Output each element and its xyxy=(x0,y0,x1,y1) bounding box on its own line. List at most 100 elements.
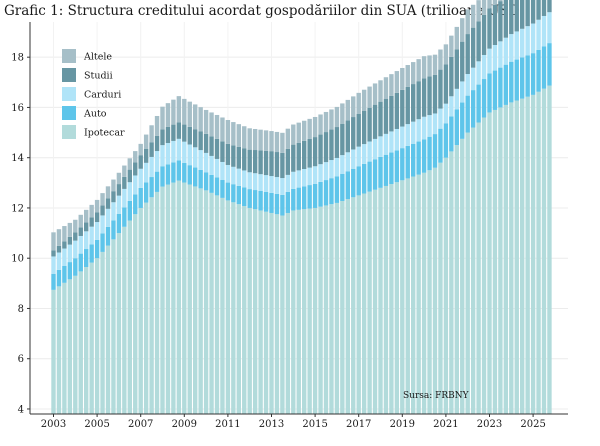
bar-altele-q48 xyxy=(307,118,312,139)
bar-carduri-q14 xyxy=(122,188,127,208)
x-tick-label: 2011 xyxy=(215,419,240,430)
bar-ipotecar-q80 xyxy=(481,117,487,415)
bar-studii-q66 xyxy=(405,86,410,125)
bar-ipotecar-q53 xyxy=(334,202,340,414)
bar-studii-q51 xyxy=(323,132,329,163)
bar-altele-q24 xyxy=(176,96,182,123)
bar-auto-q42 xyxy=(274,193,280,215)
bar-altele-q73 xyxy=(443,44,449,65)
bar-altele-q49 xyxy=(312,116,318,138)
bar-carduri-q63 xyxy=(389,131,394,153)
bar-altele-q2 xyxy=(56,229,62,246)
bar-auto-q81 xyxy=(487,73,492,113)
bar-auto-q3 xyxy=(62,265,67,283)
bar-altele-q46 xyxy=(296,122,301,143)
legend-swatch-altele xyxy=(62,49,76,63)
bar-carduri-q55 xyxy=(345,152,350,172)
bar-auto-q76 xyxy=(460,102,465,139)
bar-studii-q3 xyxy=(62,241,67,249)
bar-studii-q89 xyxy=(530,0,536,24)
bar-ipotecar-q7 xyxy=(84,267,89,414)
bar-carduri-q90 xyxy=(536,19,541,50)
bar-auto-q90 xyxy=(536,49,541,92)
bar-ipotecar-q78 xyxy=(470,127,476,414)
bar-ipotecar-q47 xyxy=(302,209,307,414)
bar-ipotecar-q48 xyxy=(307,208,312,414)
bar-altele-q40 xyxy=(263,130,269,151)
bar-carduri-q84 xyxy=(503,37,509,65)
bar-ipotecar-q88 xyxy=(525,96,530,414)
bar-studii-q1 xyxy=(51,250,56,257)
bar-carduri-q2 xyxy=(56,252,62,270)
bar-carduri-q54 xyxy=(340,155,345,174)
bar-auto-q22 xyxy=(165,164,171,185)
bar-altele-q22 xyxy=(165,103,171,127)
bar-auto-q35 xyxy=(236,185,241,205)
bar-altele-q81 xyxy=(487,0,492,9)
bar-altele-q29 xyxy=(203,109,209,134)
bar-ipotecar-q23 xyxy=(171,182,176,414)
bar-altele-q66 xyxy=(405,65,410,87)
bar-carduri-q59 xyxy=(367,141,372,162)
bar-ipotecar-q24 xyxy=(176,180,182,414)
bar-ipotecar-q61 xyxy=(378,187,383,414)
bar-altele-q13 xyxy=(116,172,122,185)
bar-studii-q80 xyxy=(481,14,487,55)
bar-altele-q28 xyxy=(198,107,203,132)
bar-auto-q92 xyxy=(547,43,552,86)
bar-altele-q8 xyxy=(89,204,94,218)
bar-auto-q57 xyxy=(356,166,361,196)
bar-carduri-q47 xyxy=(302,169,307,187)
bar-carduri-q51 xyxy=(323,162,329,181)
bar-ipotecar-q25 xyxy=(182,182,187,414)
bar-ipotecar-q20 xyxy=(154,191,160,414)
bar-carduri-q20 xyxy=(154,151,160,172)
bar-studii-q13 xyxy=(116,184,122,196)
bar-auto-q26 xyxy=(187,165,192,185)
bar-auto-q73 xyxy=(443,123,449,158)
bar-carduri-q50 xyxy=(318,164,323,182)
bar-carduri-q69 xyxy=(421,116,427,140)
bar-ipotecar-q64 xyxy=(394,182,400,414)
bar-carduri-q61 xyxy=(378,136,383,157)
bar-studii-q20 xyxy=(154,135,160,152)
bar-studii-q69 xyxy=(421,78,427,117)
bar-altele-q61 xyxy=(378,80,383,102)
bar-carduri-q3 xyxy=(62,248,67,266)
bar-ipotecar-q87 xyxy=(520,98,525,414)
bar-studii-q83 xyxy=(498,1,503,42)
bar-auto-q25 xyxy=(182,162,187,183)
bar-carduri-q37 xyxy=(247,172,252,190)
bar-altele-q26 xyxy=(187,101,192,127)
bar-ipotecar-q43 xyxy=(280,215,285,414)
bar-ipotecar-q46 xyxy=(296,209,301,414)
bar-auto-q46 xyxy=(296,187,301,210)
bar-altele-q72 xyxy=(438,49,443,70)
bar-auto-q59 xyxy=(367,161,372,192)
bar-studii-q91 xyxy=(541,0,547,16)
x-tick-label: 2025 xyxy=(520,419,545,430)
bar-carduri-q80 xyxy=(481,54,487,80)
y-tick-label: 4 xyxy=(18,404,24,415)
bar-carduri-q30 xyxy=(209,155,214,175)
bar-auto-q18 xyxy=(143,182,149,203)
bar-ipotecar-q51 xyxy=(323,205,329,414)
bar-ipotecar-q44 xyxy=(285,212,291,414)
bar-studii-q47 xyxy=(302,140,307,169)
bar-ipotecar-q65 xyxy=(400,180,405,414)
bar-auto-q29 xyxy=(203,172,209,191)
bar-altele-q44 xyxy=(285,128,291,149)
bar-auto-q79 xyxy=(476,84,481,123)
bar-studii-q81 xyxy=(487,8,492,49)
bar-auto-q65 xyxy=(400,148,405,181)
bar-ipotecar-q41 xyxy=(269,212,274,414)
bar-ipotecar-q67 xyxy=(411,176,416,414)
bar-studii-q27 xyxy=(193,129,198,148)
bar-carduri-q33 xyxy=(225,164,231,183)
bar-altele-q77 xyxy=(465,9,470,35)
bar-auto-q39 xyxy=(258,190,263,211)
bar-altele-q65 xyxy=(400,67,405,90)
legend-swatch-carduri xyxy=(62,87,76,101)
bar-studii-q63 xyxy=(389,95,394,132)
